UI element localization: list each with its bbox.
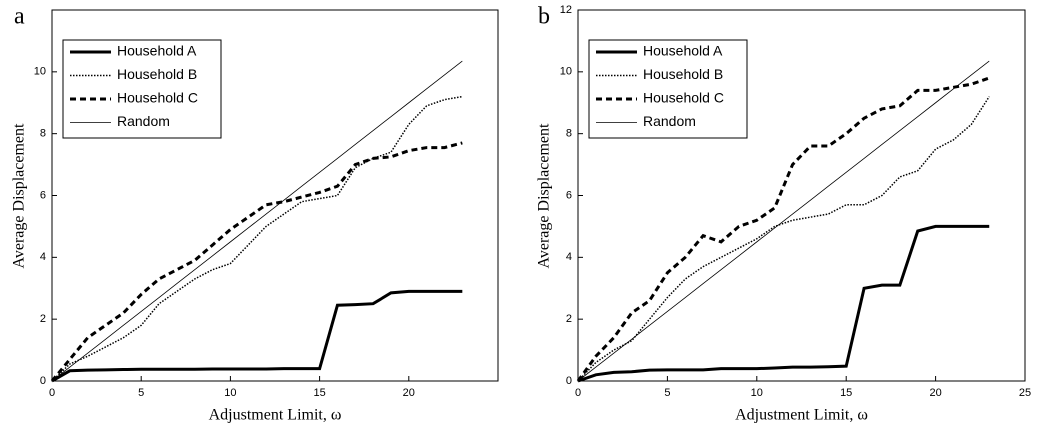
series-line [577, 224, 990, 383]
y-axis-label: Average Displacement [536, 123, 553, 269]
legend-label: Random [643, 113, 696, 129]
series-line [51, 60, 463, 382]
y-tick-label: 6 [40, 189, 46, 201]
legend-label: Household C [117, 90, 198, 106]
legend-label: Household B [643, 66, 723, 82]
y-tick-label: 4 [566, 251, 572, 263]
series-line [50, 141, 463, 382]
panel-label: a [14, 4, 25, 30]
legend-box [588, 39, 748, 139]
y-tick-label: 8 [566, 128, 572, 140]
panel: b Average Displacement Adjustment Limit, ω… [536, 4, 1031, 424]
legend-label: Household A [643, 43, 723, 59]
panel-label: b [538, 4, 550, 30]
x-tick-label: 10 [224, 387, 236, 399]
x-tick-label: 10 [751, 387, 763, 399]
legend-box [62, 39, 222, 139]
x-tick-label: 20 [929, 387, 941, 399]
y-tick-label: 12 [560, 4, 572, 16]
y-tick-label: 8 [40, 128, 46, 140]
legend-label: Random [117, 113, 170, 129]
series-line [51, 95, 463, 382]
x-tick-label: 15 [313, 387, 325, 399]
y-tick-label: 6 [566, 189, 572, 201]
series-line [576, 76, 990, 382]
series-line [51, 289, 463, 383]
x-axis-label: Adjustment Limit, ω [735, 407, 868, 424]
y-tick-label: 0 [566, 375, 572, 387]
x-tick-label: 25 [1019, 387, 1031, 399]
y-tick-label: 10 [560, 66, 572, 78]
y-axis-label: Average Displacement [11, 123, 28, 269]
y-tick-label: 2 [40, 313, 46, 325]
legend-label: Household A [117, 43, 197, 59]
x-tick-label: 0 [49, 387, 55, 399]
panel: a Average Displacement Adjustment Limit, ω… [11, 4, 499, 424]
x-axis-label: Adjustment Limit, ω [209, 407, 342, 424]
y-tick-label: 4 [40, 251, 46, 263]
x-tick-label: 5 [138, 387, 144, 399]
x-tick-label: 5 [664, 387, 670, 399]
legend-label: Household C [643, 90, 724, 106]
y-tick-label: 0 [40, 375, 46, 387]
legend-label: Household B [117, 66, 197, 82]
y-tick-label: 10 [34, 66, 46, 78]
y-tick-label: 2 [566, 313, 572, 325]
series-line [577, 96, 990, 382]
x-tick-label: 20 [403, 387, 415, 399]
series-line [577, 60, 990, 382]
x-tick-label: 0 [575, 387, 581, 399]
x-tick-label: 15 [840, 387, 852, 399]
